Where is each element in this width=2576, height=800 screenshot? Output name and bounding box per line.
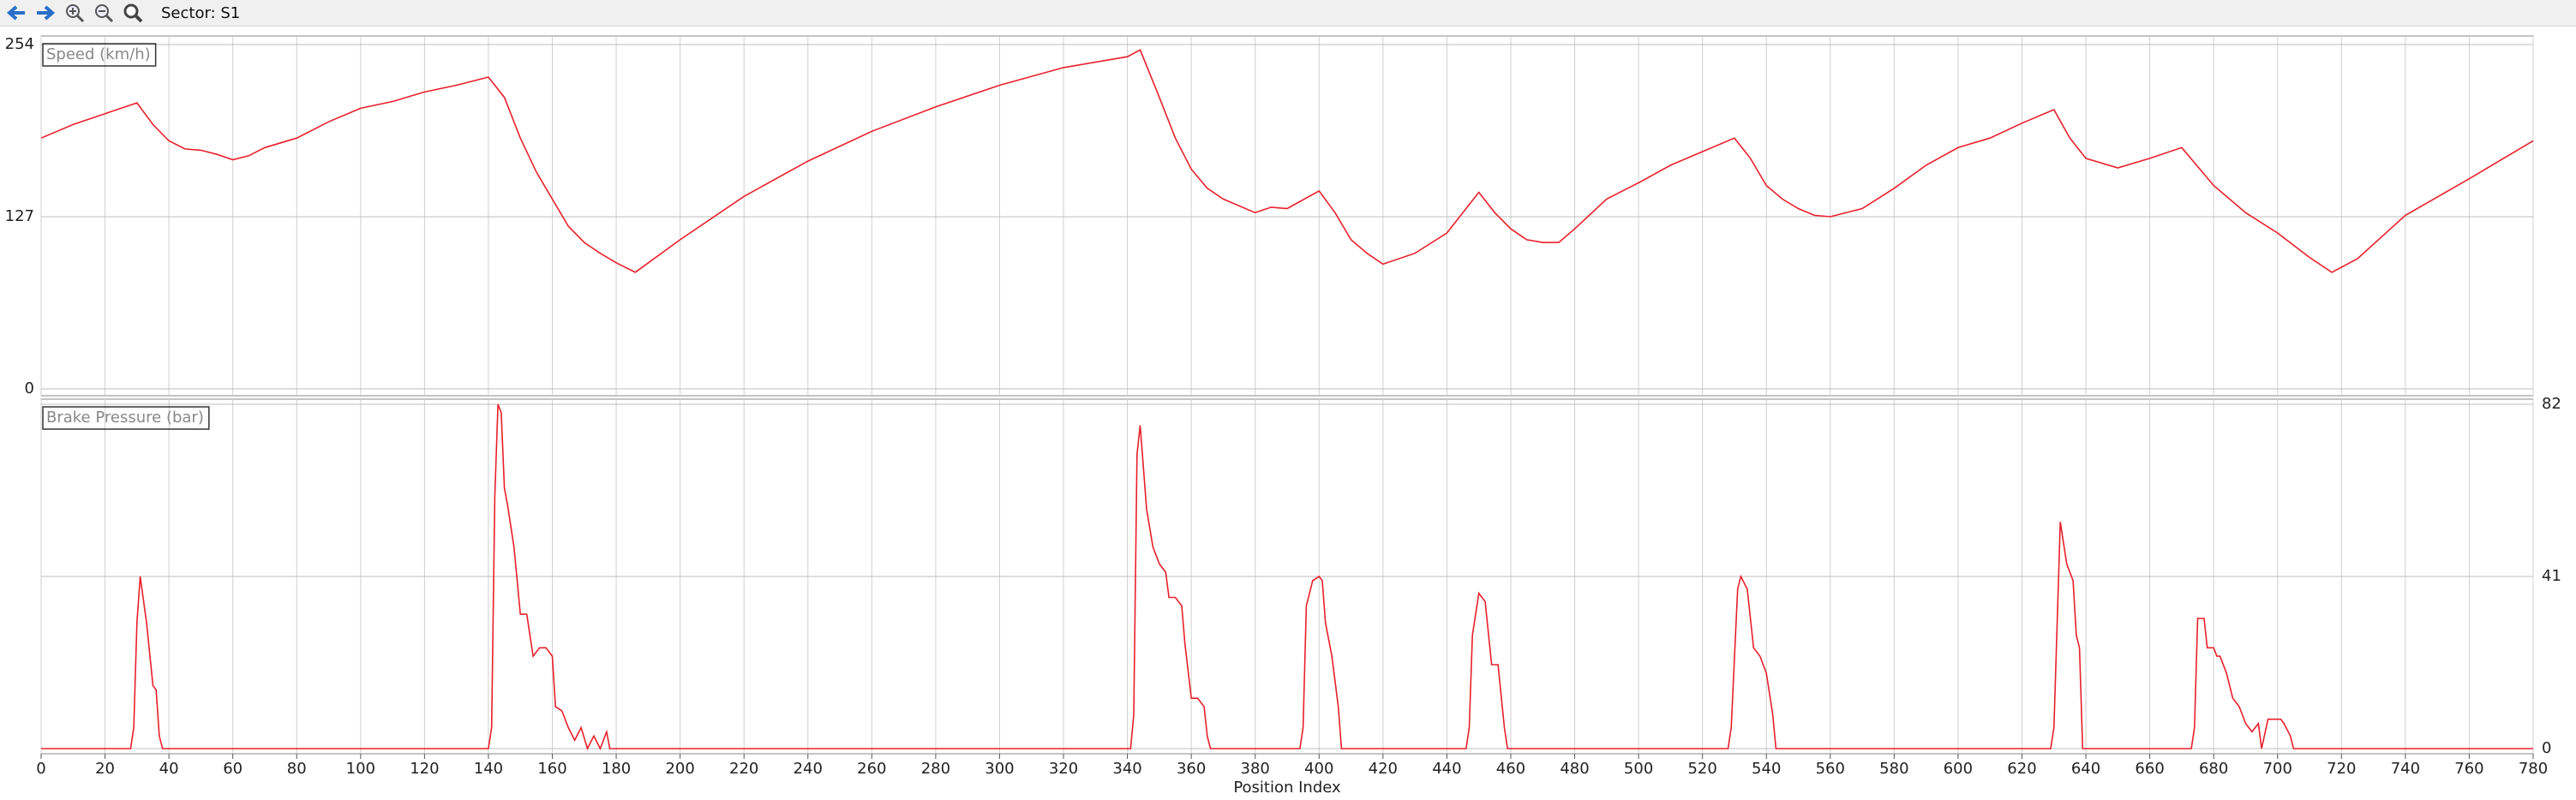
x-tick-label: 720	[2327, 760, 2356, 778]
x-tick-label: 0	[36, 760, 45, 778]
data-line	[41, 403, 2533, 751]
x-tick-label: 120	[410, 760, 439, 778]
legend-box	[42, 43, 157, 67]
sector-label: Sector: S1	[161, 3, 241, 22]
y-tick-label: 254	[5, 35, 34, 53]
x-tick-label: 480	[1560, 760, 1589, 778]
x-tick-label: 380	[1241, 760, 1270, 778]
plot-frame	[40, 35, 2534, 397]
x-tick-label: 580	[1879, 760, 1908, 778]
x-tick-label: 400	[1304, 760, 1333, 778]
x-tick-label: 220	[729, 760, 758, 778]
y-tick-label: 0	[25, 379, 34, 397]
x-tick-label: 620	[2007, 760, 2036, 778]
x-tick-label: 700	[2263, 760, 2292, 778]
x-tick-label: 40	[159, 760, 179, 778]
x-tick-label: 260	[857, 760, 886, 778]
x-tick-label: 760	[2454, 760, 2483, 778]
forward-button[interactable]	[33, 1, 58, 25]
x-tick-label: 600	[1944, 760, 1973, 778]
x-tick-label: 60	[223, 760, 243, 778]
x-tick-label: 180	[602, 760, 631, 778]
x-tick-label: 520	[1687, 760, 1716, 778]
back-icon	[6, 5, 25, 21]
x-tick-label: 200	[665, 760, 694, 778]
x-tick-label: 540	[1752, 760, 1781, 778]
x-tick-label: 100	[346, 760, 375, 778]
zoom-out-icon	[95, 4, 114, 23]
data-line	[40, 49, 2534, 273]
legend-label: Speed (km/h)	[46, 45, 151, 63]
x-tick-label: 740	[2391, 760, 2420, 778]
zoom-in-icon	[66, 4, 85, 23]
legend-label: Brake Pressure (bar)	[46, 409, 204, 427]
x-tick-label: 140	[474, 760, 503, 778]
zoom-fit-icon	[123, 3, 143, 23]
zoom-in-button[interactable]	[62, 1, 87, 25]
charts: 0 127 254 Speed (km/h) 0 41 82 Brake Pressure (…	[5, 35, 2561, 797]
x-tick-label: 240	[794, 760, 823, 778]
zoom-fit-button[interactable]	[120, 1, 146, 25]
y-tick-label: 41	[2542, 567, 2561, 585]
zoom-out-button[interactable]	[91, 1, 117, 25]
toolbar: Sector: S1	[0, 0, 2576, 27]
y-tick-label: 127	[5, 207, 34, 225]
x-tick-label: 440	[1432, 760, 1461, 778]
x-axis-title: Position Index	[1233, 779, 1341, 797]
x-tick-label: 500	[1624, 760, 1653, 778]
x-tick-label: 340	[1112, 760, 1141, 778]
x-tick-label: 280	[921, 760, 950, 778]
x-tick-label: 660	[2135, 760, 2164, 778]
back-button[interactable]	[3, 1, 29, 25]
x-tick-label: 20	[95, 760, 115, 778]
x-tick-label: 420	[1369, 760, 1398, 778]
x-tick-label: 300	[985, 760, 1014, 778]
x-tick-label: 560	[1816, 760, 1845, 778]
x-tick-label: 780	[2519, 760, 2548, 778]
x-tick-label: 160	[537, 760, 566, 778]
legend-box	[42, 406, 210, 430]
y-tick-label: 82	[2542, 395, 2561, 413]
y-tick-label: 0	[2542, 739, 2551, 757]
x-tick-label: 320	[1049, 760, 1078, 778]
x-tick-label: 80	[287, 760, 307, 778]
forward-icon	[37, 5, 56, 21]
x-tick-label: 360	[1177, 760, 1206, 778]
x-tick-label: 680	[2199, 760, 2228, 778]
x-tick-label: 640	[2071, 760, 2100, 778]
x-tick-label: 460	[1496, 760, 1525, 778]
